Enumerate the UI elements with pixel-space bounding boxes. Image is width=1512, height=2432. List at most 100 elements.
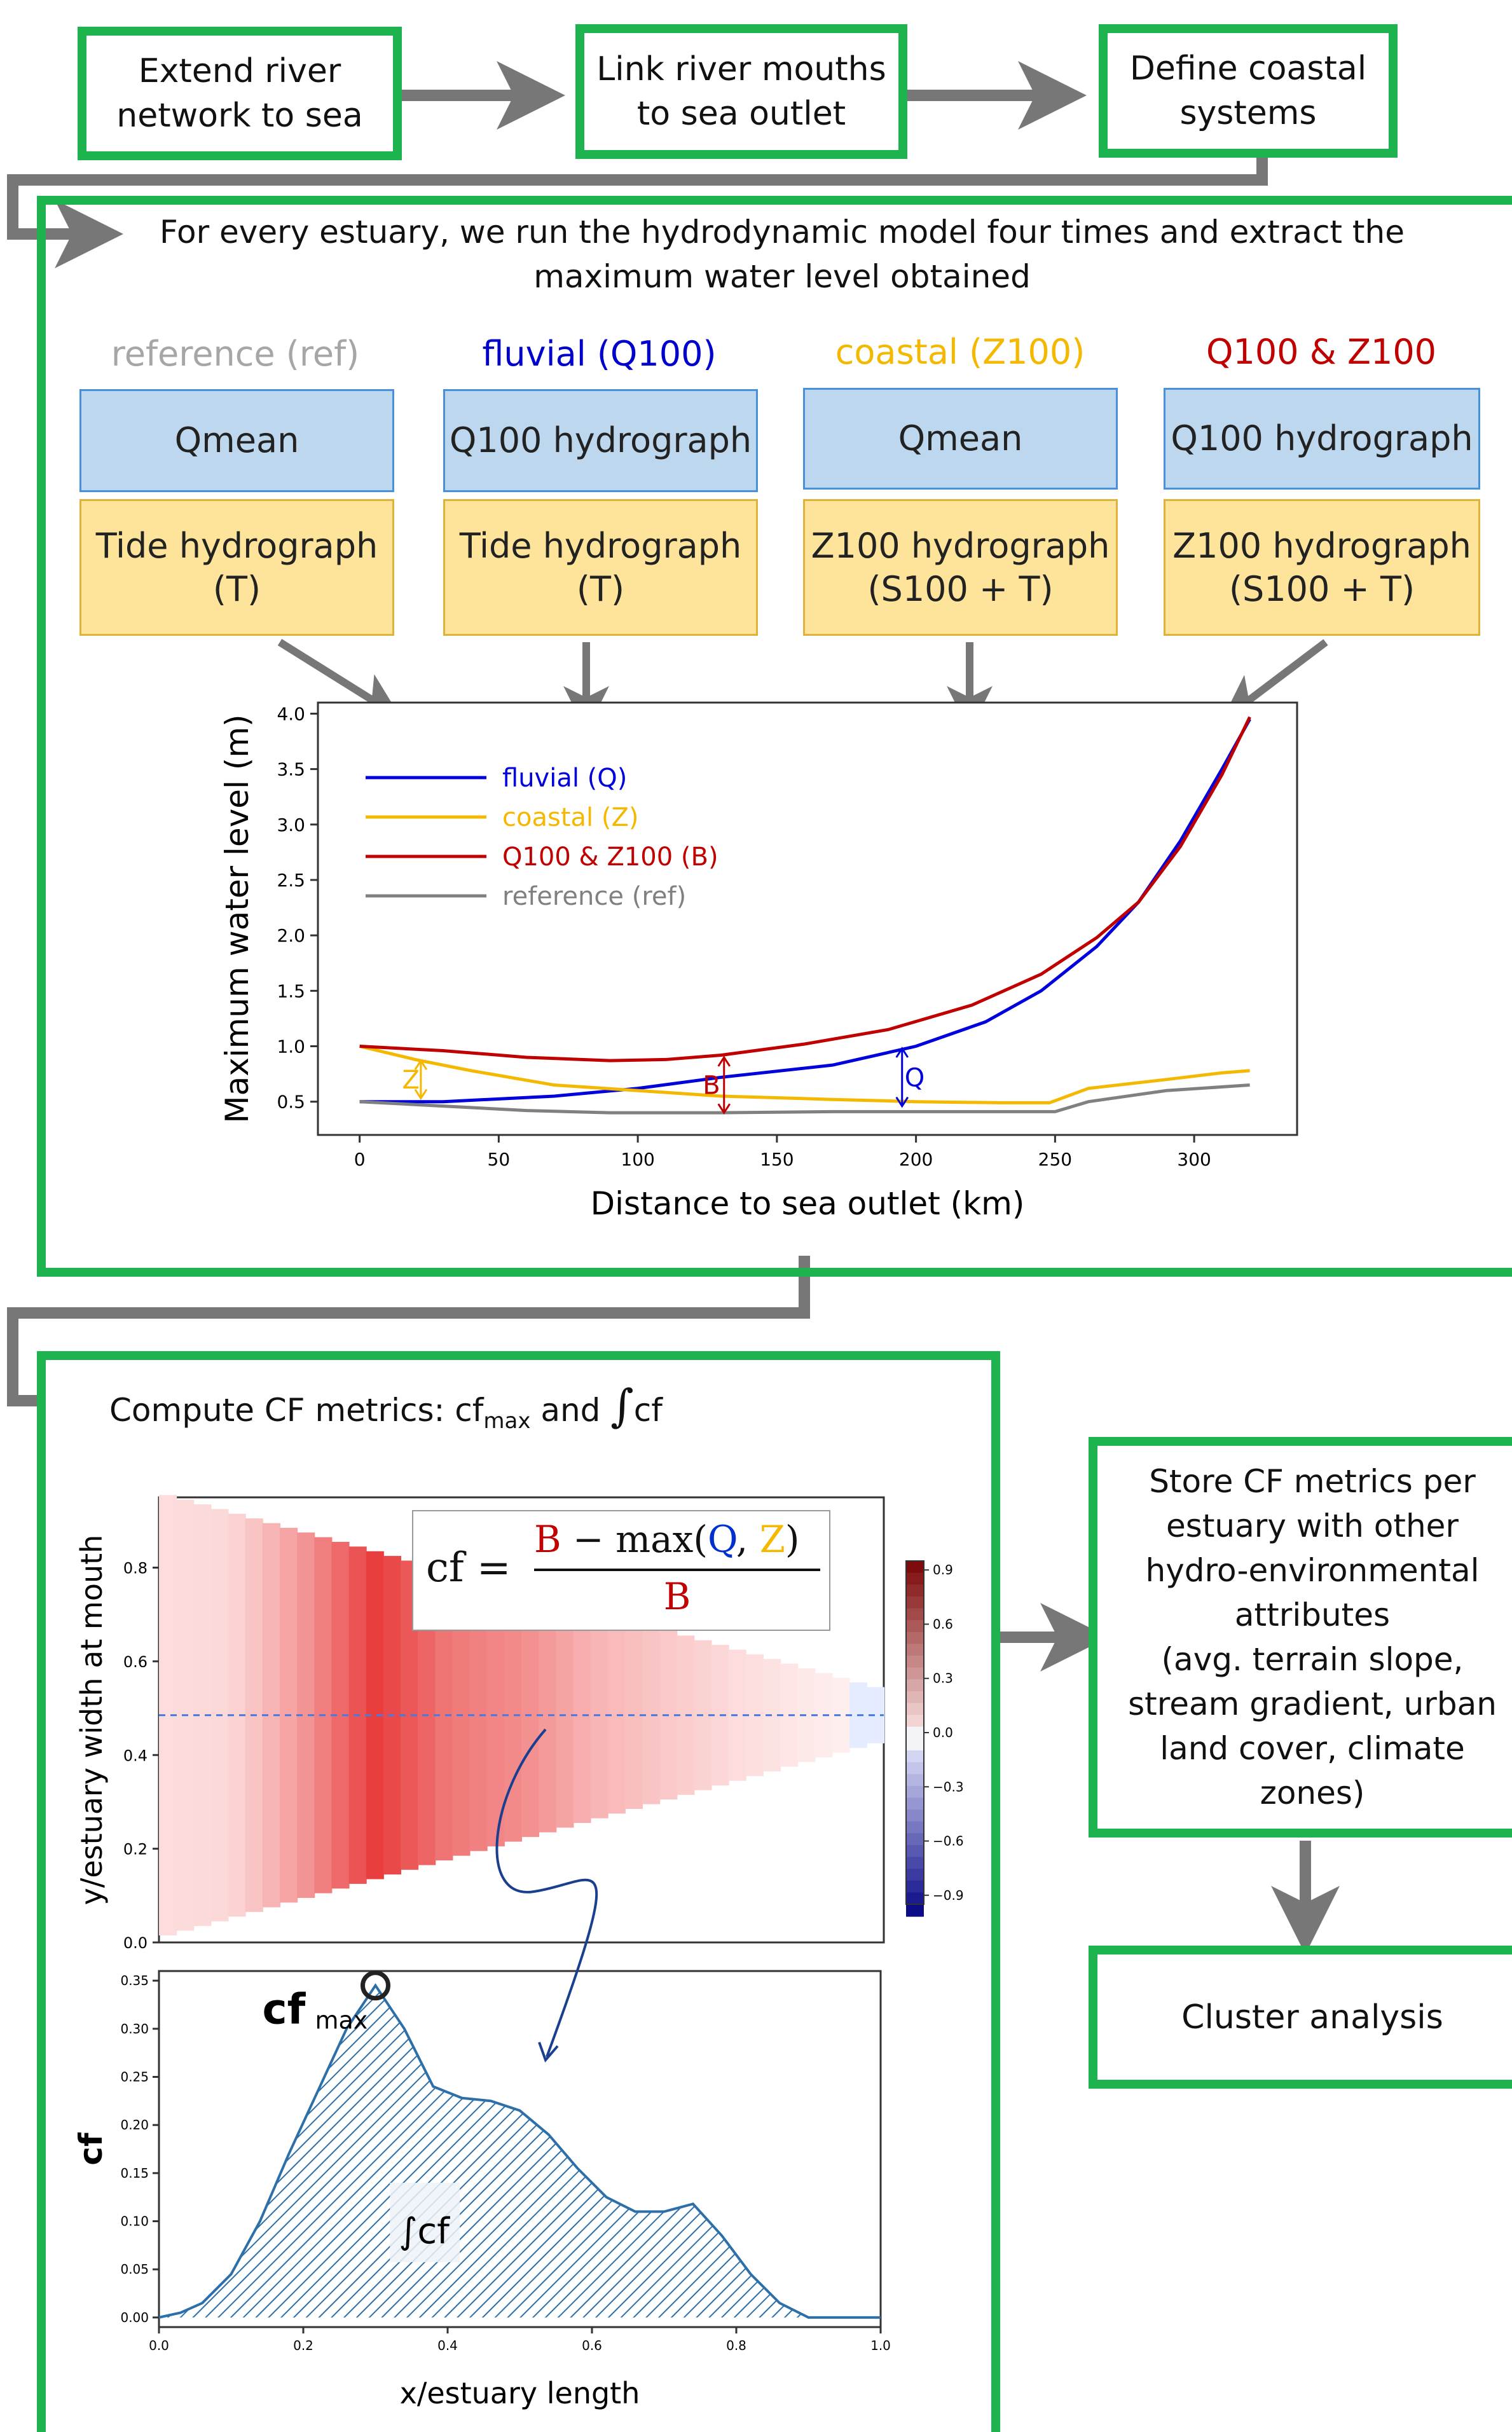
y-tick-label: 0.05	[120, 2262, 149, 2277]
x-tick-label: 0.4	[437, 2338, 458, 2353]
store-metrics-box: Store CF metrics per estuary with other …	[1089, 1437, 1512, 1838]
y-axis-label: cf	[72, 2132, 109, 2166]
x-axis-label: Distance to sea outlet (km)	[591, 1185, 1025, 1222]
y-tick-label: 2.0	[277, 925, 305, 946]
y-tick-label: 0.5	[277, 1092, 305, 1113]
step-link-mouths-label: Link river mouths to sea outlet	[596, 50, 886, 133]
integral-label-bg	[390, 2182, 460, 2262]
y-tick-label: 0.20	[120, 2117, 149, 2133]
colorbar-cell	[906, 1880, 924, 1893]
cf-area	[159, 1985, 881, 2318]
series-line-3	[359, 1083, 1250, 1115]
step-extend-river-label: Extend river network to sea	[116, 52, 363, 135]
annotation-label-1: B	[703, 1071, 720, 1101]
cf-formula-box: cf = B − max(Q, Z) B	[412, 1510, 830, 1631]
annotation-label-2: Q	[905, 1063, 924, 1092]
colorbar-cell	[906, 1667, 924, 1680]
input-combined-surge: Z100 hydrograph (S100 + T)	[1164, 499, 1480, 636]
x-tick-label: 50	[488, 1149, 511, 1170]
annotation-label-0: Z	[402, 1066, 419, 1095]
cf-max-marker	[361, 1970, 390, 2001]
colorbar-cell	[906, 1750, 924, 1763]
y-tick-label: 0.35	[120, 1973, 149, 1988]
store-metrics-label: Store CF metrics per estuary with other …	[1128, 1463, 1497, 1811]
colorbar-tick-label: 0.9	[933, 1562, 953, 1577]
water-level-chart: 0 50 100 150 200 250 300 0.5 1.0 1.5 2.0 2.5 3.0 3.5 4…	[219, 701, 1298, 1222]
annotation-head-top-2	[895, 1047, 909, 1058]
cf-max-subscript: max	[315, 2007, 368, 2035]
colorbar-tick-label: −0.9	[933, 1888, 964, 1903]
colorbar-cell	[906, 1785, 924, 1799]
y-tick-label: 1.0	[277, 1036, 305, 1057]
y-tick-label: 0.0	[123, 1934, 148, 1952]
step-define-coastal-box: Define coastal systems	[1099, 24, 1398, 158]
step-link-mouths-box: Link river mouths to sea outlet	[575, 24, 907, 159]
compute-cf-title: Compute CF metrics: cfmax and ∫cf	[109, 1380, 663, 1434]
y-tick-label: 3.0	[277, 814, 305, 835]
colorbar-cell	[906, 1833, 924, 1846]
x-tick-label: 300	[1177, 1149, 1211, 1170]
model-runs-description: For every estuary, we run the hydrodynam…	[160, 214, 1405, 295]
series-line-1	[359, 1045, 1250, 1104]
colorbar-cell	[906, 1715, 924, 1728]
x-tick-label: 150	[760, 1149, 794, 1170]
colorbar-cell	[906, 1596, 924, 1609]
y-tick-label: 0.8	[123, 1560, 148, 1577]
legend-label-1: coastal (Z)	[502, 803, 638, 832]
colorbar-cell	[906, 1845, 924, 1858]
colorbar-cell	[906, 1584, 924, 1597]
colorbar-cell	[906, 1797, 924, 1811]
y-tick-label: 2.5	[277, 870, 305, 891]
scenario-title-combined: Q100 & Z100	[1206, 332, 1437, 372]
colorbar-cell	[906, 1738, 924, 1751]
colorbar-cell	[906, 1703, 924, 1716]
colorbar-cell	[906, 1644, 924, 1656]
input-coastal-discharge: Qmean	[803, 388, 1118, 490]
y-tick-label: 4.0	[277, 703, 305, 724]
x-tick-label: 0	[354, 1149, 366, 1170]
colorbar-cell	[906, 1691, 924, 1704]
colorbar-tick-label: 0.3	[933, 1671, 953, 1686]
colorbar-cell	[906, 1892, 924, 1905]
cluster-analysis-label: Cluster analysis	[1181, 1998, 1443, 2037]
y-tick-label: 0.15	[120, 2166, 149, 2181]
colorbar-cell	[906, 1561, 924, 1574]
cf-line	[158, 1983, 881, 2319]
y-axis-label: Maximum water level (m)	[219, 714, 256, 1123]
series-line-0	[359, 718, 1251, 1104]
x-tick-label: 0.0	[149, 2338, 169, 2353]
y-tick-label: 0.4	[123, 1747, 148, 1764]
formula-denominator: B	[663, 1575, 691, 1618]
colorbar-cell	[906, 1608, 924, 1621]
x-tick-label: 100	[621, 1149, 654, 1170]
cf-max-label: cf	[263, 1985, 306, 2034]
colorbar-cell	[906, 1632, 924, 1645]
cf-profile-chart: 0.0 0.2 0.4 0.6 0.8 1.0 0.00 0.05 0.10 0.15 0.20 0.…	[72, 1970, 891, 2410]
x-tick-label: 1.0	[870, 2338, 891, 2353]
y-tick-label: 1.5	[277, 980, 305, 1001]
y-tick-label: 0.6	[123, 1653, 148, 1671]
colorbar-cell	[906, 1655, 924, 1668]
colorbar-cell	[906, 1810, 924, 1822]
colorbar-cell	[906, 1904, 924, 1917]
y-tick-label: 0.00	[120, 2310, 149, 2325]
input-reference-discharge: Qmean	[79, 389, 394, 492]
y-tick-label: 0.25	[120, 2069, 149, 2084]
y-tick-label: 3.5	[277, 759, 305, 780]
legend-label-3: reference (ref)	[502, 882, 686, 911]
arrow-ref-chart	[277, 638, 401, 718]
colorbar-cell	[906, 1726, 924, 1740]
integral-label: ∫cf	[399, 2211, 450, 2252]
formula-lhs: cf =	[426, 1544, 511, 1591]
colorbar-cell	[906, 1572, 924, 1586]
input-fluvial-tide: Tide hydrograph (T)	[443, 499, 758, 636]
annotation-head-bottom-1	[717, 1103, 731, 1115]
input-reference-tide: Tide hydrograph (T)	[79, 499, 394, 636]
colorbar-cell	[906, 1774, 924, 1787]
colorbar-cell	[906, 1679, 924, 1692]
formula-fraction-bar	[534, 1569, 820, 1571]
series-line-2	[359, 716, 1251, 1062]
x-tick-label: 0.8	[726, 2338, 746, 2353]
input-combined-discharge: Q100 hydrograph	[1164, 388, 1480, 490]
y-tick-label: 0.30	[120, 2021, 149, 2037]
